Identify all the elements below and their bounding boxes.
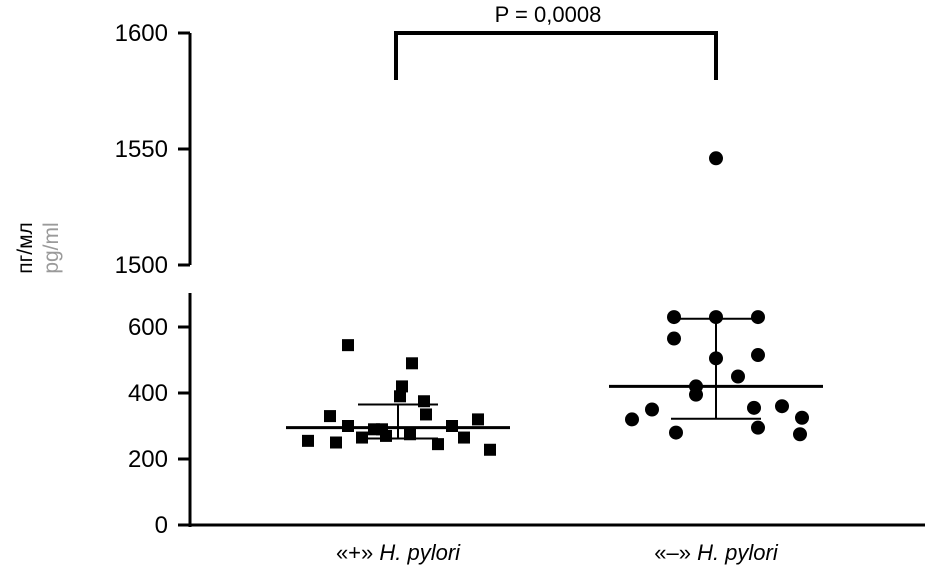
data-point-circle xyxy=(751,420,765,435)
y-axis-title-ru: пг/мл xyxy=(14,222,37,274)
significance-bracket xyxy=(394,31,718,80)
y-tick-label: 0 xyxy=(155,512,168,539)
data-point-circle xyxy=(793,427,807,442)
data-point-square xyxy=(396,380,408,393)
data-point-square xyxy=(446,420,458,432)
data-point-circle xyxy=(709,310,723,325)
data-point-square xyxy=(324,410,336,423)
category-labels: «+» H. pylori «–» H. pylori xyxy=(336,540,779,565)
data-point-circle xyxy=(689,387,703,402)
data-point-circle xyxy=(747,400,761,415)
y-tick-label: 1550 xyxy=(115,136,168,163)
data-point-square xyxy=(432,438,444,451)
p-value-label: P = 0,0008 xyxy=(495,2,602,27)
data-point-circle xyxy=(667,331,681,346)
y-axis-title-en: pg/ml xyxy=(40,222,63,273)
data-point-square xyxy=(302,434,314,447)
data-point-circle xyxy=(731,369,745,384)
significance-annotation: P = 0,0008 xyxy=(394,2,718,80)
data-point-circle xyxy=(625,412,639,427)
y-tick-label: 200 xyxy=(128,446,168,473)
data-point-square xyxy=(380,429,392,442)
data-point-circle xyxy=(669,425,683,440)
y-tick-label: 400 xyxy=(128,380,168,407)
summary-lines xyxy=(286,317,823,440)
data-point-square xyxy=(406,357,418,370)
data-point-circle xyxy=(751,348,765,363)
data-point-square xyxy=(404,428,416,441)
data-point-circle xyxy=(795,410,809,425)
y-tick-label: 1500 xyxy=(115,252,168,279)
y-tick-label: 600 xyxy=(128,314,168,341)
data-point-square xyxy=(472,413,484,426)
data-point-square xyxy=(394,390,406,403)
data-points xyxy=(302,151,809,456)
data-point-circle xyxy=(709,151,723,166)
data-point-square xyxy=(342,420,354,432)
y-axis-title: пг/мл pg/ml xyxy=(14,222,63,274)
y-tick-label: 1600 xyxy=(115,20,168,47)
category-label: «+» H. pylori xyxy=(336,540,461,565)
y-axis-title-group: пг/мл pg/ml xyxy=(14,222,63,274)
data-point-square xyxy=(342,339,354,352)
axes: 0 200 400 600 1500 1550 1600 xyxy=(115,20,925,539)
data-point-circle xyxy=(667,310,681,325)
data-point-square xyxy=(484,443,496,456)
data-point-square xyxy=(330,436,342,449)
category-label: «–» H. pylori xyxy=(654,540,779,565)
data-point-square xyxy=(420,408,432,421)
data-point-circle xyxy=(645,402,659,417)
data-point-circle xyxy=(775,399,789,414)
data-point-square xyxy=(458,431,470,444)
data-point-circle xyxy=(751,310,765,325)
